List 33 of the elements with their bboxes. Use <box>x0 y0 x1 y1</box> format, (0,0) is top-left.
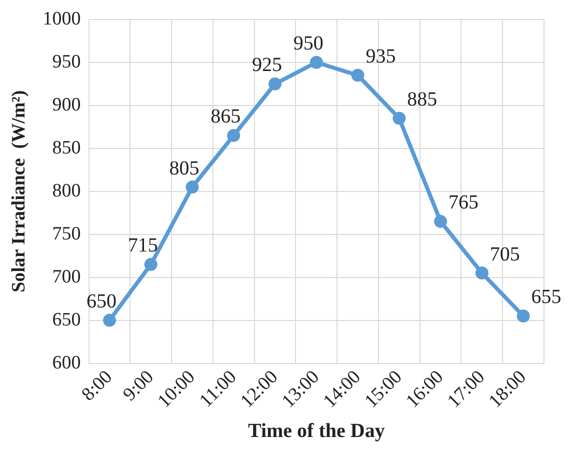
point <box>227 128 240 142</box>
point <box>144 258 158 271</box>
x-axis-title: Time of the Day <box>248 420 385 442</box>
y-tick-label: 750 <box>52 223 81 244</box>
point <box>351 68 364 82</box>
data-label: 650 <box>86 290 116 313</box>
data-label: 925 <box>252 54 282 76</box>
y-tick-label: 800 <box>52 180 81 202</box>
data-label: 805 <box>169 157 200 180</box>
point <box>475 266 488 280</box>
point <box>186 180 199 194</box>
point <box>434 214 448 228</box>
y-tick-label: 700 <box>52 266 81 288</box>
y-tick-label: 850 <box>52 137 81 158</box>
data-label: 935 <box>366 46 396 68</box>
data-label: 865 <box>210 106 241 128</box>
point <box>516 309 530 322</box>
y-tick-label: 650 <box>52 309 81 330</box>
point <box>102 314 116 327</box>
point <box>268 77 282 90</box>
point <box>310 56 323 69</box>
data-label: 655 <box>531 286 562 308</box>
data-label: 765 <box>448 192 479 214</box>
x-tick-label: 9:00 <box>119 366 158 406</box>
data-label: 950 <box>293 32 324 55</box>
data-label: 715 <box>128 234 158 257</box>
data-label: 885 <box>407 88 438 111</box>
y-tick-label: 950 <box>52 51 81 72</box>
y-tick-label: 1000 <box>42 8 81 30</box>
data-label: 705 <box>490 243 520 266</box>
point <box>392 112 406 125</box>
y-tick-label: 900 <box>52 94 81 116</box>
y-axis-title: Solar Irradiance (W/m²) <box>8 90 30 292</box>
